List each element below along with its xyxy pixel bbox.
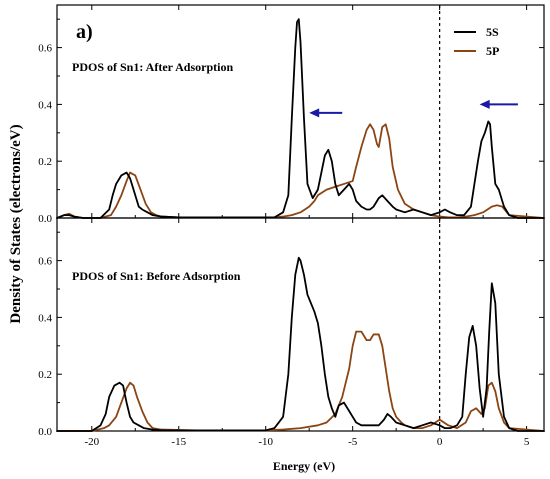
legend-label-5s: 5S [486,25,499,39]
bottom-y-tick-label: 0.2 [38,369,52,381]
legend-label-5p: 5P [486,44,499,58]
bottom-series-line-5s [56,256,545,432]
bottom-plot-frame [56,217,545,432]
bottom-panel: -20 -15 -10 -5 0 5 0.0 0.2 0.4 0.6 PDOS of Sn1: Be… [38,217,545,448]
bottom-y-tick-label: 0.4 [38,312,52,324]
top-y-tick-label: 0.2 [38,156,52,168]
y-axis-title: Density of States (electrons/eV) [8,124,24,323]
bottom-y-tick-label: 0.0 [38,426,52,438]
top-panel-title: PDOS of Sn1: After Adsorption [72,60,233,74]
bottom-panel-title: PDOS of Sn1: Before Adsorption [72,269,241,283]
legend: 5S 5P [454,25,499,58]
bottom-series-line-5p [56,330,545,432]
x-tick-label: -5 [348,436,358,448]
blue-arrow-head [309,108,320,118]
x-tick-label: -15 [171,436,186,448]
top-y-tick-label: 0.4 [38,99,52,111]
x-tick-label: -10 [258,436,273,448]
top-y-tick-label: 0.6 [38,43,52,55]
panel-letter: a) [76,21,93,43]
top-y-tick-label: 0.0 [38,213,52,225]
x-tick-label: 5 [524,436,530,448]
x-axis-title: Energy (eV) [273,459,335,473]
x-tick-label: -20 [84,436,99,448]
blue-arrow-head [479,99,490,109]
top-series-line-5s [56,18,545,219]
bottom-y-tick-label: 0.6 [38,256,52,268]
x-tick-label: 0 [437,436,443,448]
